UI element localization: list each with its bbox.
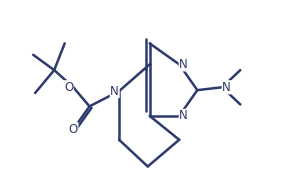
Text: O: O	[64, 81, 73, 94]
Text: N: N	[222, 81, 231, 94]
Text: N: N	[179, 58, 188, 71]
Text: N: N	[110, 85, 119, 98]
Text: N: N	[179, 109, 188, 122]
Text: O: O	[69, 123, 78, 136]
